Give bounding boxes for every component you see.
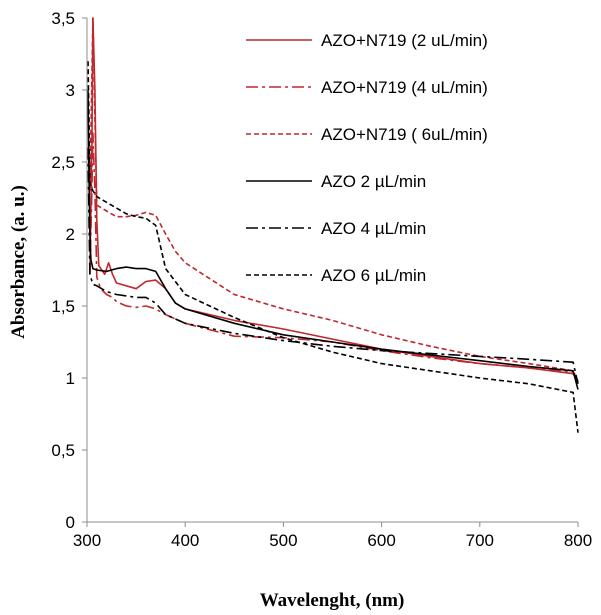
y-tick-label: 0 <box>66 513 75 532</box>
x-tick-label: 700 <box>466 531 494 550</box>
axes: 0 0,5 1 1,5 2 2,5 3 3,5 300 400 500 600 700 800 <box>51 9 592 550</box>
series-line-1 <box>89 17 579 383</box>
legend-label-1: AZO+N719 (2 uL/min) <box>321 31 488 50</box>
y-axis-label: Absorbance, (a. u.) <box>8 185 29 339</box>
y-tick-label: 2 <box>66 225 75 244</box>
x-tick-label: 500 <box>269 531 297 550</box>
y-tick-label: 1,5 <box>51 297 75 316</box>
plot-area <box>87 17 579 433</box>
series-line-6 <box>87 61 579 433</box>
x-tick-label: 800 <box>564 531 592 550</box>
legend-label-4: AZO 2 µL/min <box>321 172 426 191</box>
legend-label-2: AZO+N719 (4 uL/min) <box>321 78 488 97</box>
y-tick-label: 3 <box>66 81 75 100</box>
legend: AZO+N719 (2 uL/min) AZO+N719 (4 uL/min) AZ… <box>246 31 488 285</box>
x-axis-label: Wavelenght, (nm) <box>260 590 405 611</box>
y-tick-label: 0,5 <box>51 441 75 460</box>
x-tick-label: 600 <box>367 531 395 550</box>
legend-label-6: AZO 6 µL/min <box>321 266 426 285</box>
series-line-2 <box>89 132 579 382</box>
series-line-4 <box>87 89 579 390</box>
y-tick-label: 1 <box>66 369 75 388</box>
x-tick-label: 300 <box>73 531 101 550</box>
x-tick-label: 400 <box>171 531 199 550</box>
y-tick-label: 3,5 <box>51 9 75 28</box>
legend-label-3: AZO+N719 ( 6uL/min) <box>321 125 488 144</box>
series-line-5 <box>87 147 579 384</box>
series-line-3 <box>89 17 579 382</box>
legend-label-5: AZO 4 µL/min <box>321 219 426 238</box>
y-tick-label: 2,5 <box>51 153 75 172</box>
